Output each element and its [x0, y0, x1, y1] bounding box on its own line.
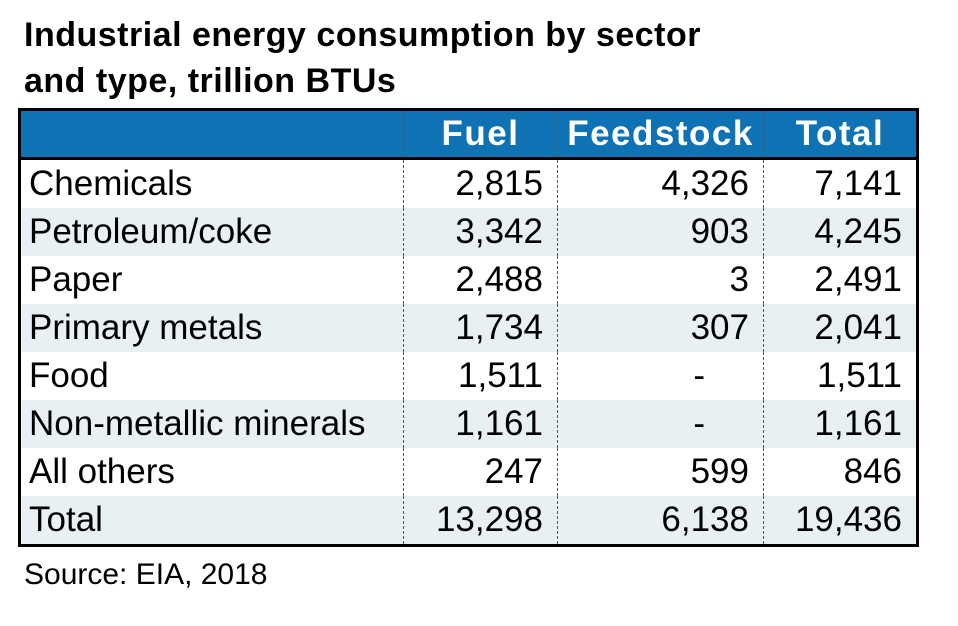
cell-total: 4,245 — [763, 208, 918, 256]
table-row: Petroleum/coke 3,342 903 4,245 — [19, 208, 918, 256]
table-header-row: Fuel Feedstock Total — [19, 109, 918, 160]
cell-feedstock: - — [557, 400, 764, 448]
cell-total: 1,511 — [763, 352, 918, 400]
cell-fuel: 1,511 — [403, 352, 558, 400]
cell-total: 7,141 — [763, 158, 918, 208]
cell-fuel: 13,298 — [403, 496, 558, 546]
cell-sector: Non-metallic minerals — [19, 400, 404, 448]
table-row-total: Total 13,298 6,138 19,436 — [19, 496, 918, 546]
table-row: Primary metals 1,734 307 2,041 — [19, 304, 918, 352]
cell-feedstock: 3 — [557, 256, 764, 304]
energy-consumption-table: Fuel Feedstock Total Chemicals 2,815 4,3… — [18, 108, 919, 547]
cell-total: 2,041 — [763, 304, 918, 352]
table-row: Food 1,511 - 1,511 — [19, 352, 918, 400]
column-header-sector — [19, 109, 404, 160]
cell-total: 19,436 — [763, 496, 918, 546]
table-row: Chemicals 2,815 4,326 7,141 — [19, 158, 918, 208]
cell-feedstock: 599 — [557, 448, 764, 496]
cell-sector: Paper — [19, 256, 404, 304]
cell-sector: Primary metals — [19, 304, 404, 352]
cell-sector: Petroleum/coke — [19, 208, 404, 256]
cell-total: 1,161 — [763, 400, 918, 448]
column-header-total: Total — [763, 109, 918, 160]
cell-fuel: 2,815 — [403, 158, 558, 208]
column-header-fuel: Fuel — [403, 109, 558, 160]
cell-sector: Food — [19, 352, 404, 400]
cell-feedstock: 903 — [557, 208, 764, 256]
cell-sector: Chemicals — [19, 158, 404, 208]
cell-feedstock: - — [557, 352, 764, 400]
cell-sector: All others — [19, 448, 404, 496]
column-header-feedstock: Feedstock — [557, 109, 764, 160]
cell-total: 846 — [763, 448, 918, 496]
cell-feedstock: 6,138 — [557, 496, 764, 546]
table-row: Paper 2,488 3 2,491 — [19, 256, 918, 304]
table-row: Non-metallic minerals 1,161 - 1,161 — [19, 400, 918, 448]
cell-feedstock: 307 — [557, 304, 764, 352]
table-row: All others 247 599 846 — [19, 448, 918, 496]
source-note: Source: EIA, 2018 — [24, 558, 268, 591]
cell-fuel: 1,161 — [403, 400, 558, 448]
chart-title-line2: and type, trillion BTUs — [24, 62, 397, 100]
chart-title-line1: Industrial energy consumption by sector — [24, 16, 701, 54]
cell-feedstock: 4,326 — [557, 158, 764, 208]
cell-fuel: 3,342 — [403, 208, 558, 256]
cell-fuel: 247 — [403, 448, 558, 496]
chart-title: Industrial energy consumption by sector … — [24, 12, 701, 104]
cell-sector: Total — [19, 496, 404, 546]
cell-total: 2,491 — [763, 256, 918, 304]
cell-fuel: 1,734 — [403, 304, 558, 352]
cell-fuel: 2,488 — [403, 256, 558, 304]
